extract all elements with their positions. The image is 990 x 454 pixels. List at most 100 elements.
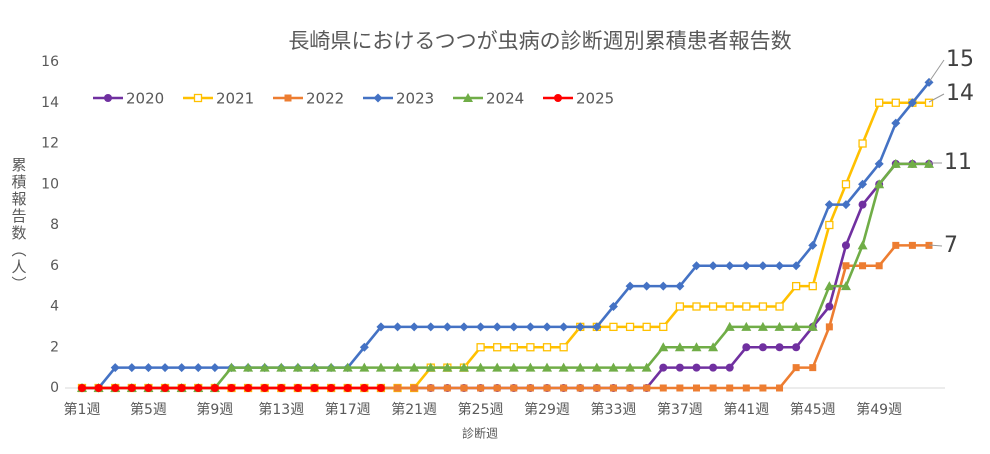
line bbox=[82, 162, 929, 390]
x-tick-label: 第49週 bbox=[856, 401, 902, 418]
point bbox=[78, 384, 86, 392]
point bbox=[875, 98, 884, 107]
point bbox=[177, 384, 186, 392]
legend-label: 2023 bbox=[396, 90, 434, 108]
point bbox=[376, 384, 385, 392]
point bbox=[542, 322, 552, 332]
point bbox=[775, 343, 784, 352]
point bbox=[210, 363, 220, 373]
point bbox=[808, 281, 817, 291]
point bbox=[143, 363, 153, 373]
point bbox=[608, 362, 619, 372]
point bbox=[443, 384, 451, 392]
point bbox=[725, 363, 734, 372]
legend-label: 2021 bbox=[216, 90, 254, 108]
point bbox=[642, 322, 651, 332]
point bbox=[758, 302, 768, 311]
annotation-leader bbox=[928, 59, 945, 83]
legend-marker bbox=[193, 93, 203, 103]
point bbox=[708, 302, 718, 311]
chart-title: 長崎県におけるつつが虫病の診断週別累積患者報告数 bbox=[288, 29, 791, 53]
point bbox=[359, 342, 369, 352]
point bbox=[460, 384, 468, 392]
point bbox=[841, 180, 851, 189]
point bbox=[659, 322, 668, 332]
point bbox=[924, 98, 934, 107]
legend-marker bbox=[284, 94, 292, 102]
point bbox=[907, 158, 918, 168]
point bbox=[892, 241, 900, 249]
point bbox=[725, 261, 735, 271]
point bbox=[475, 362, 486, 372]
point bbox=[526, 343, 535, 352]
point bbox=[859, 262, 867, 270]
point bbox=[626, 384, 634, 392]
point bbox=[891, 118, 901, 128]
point bbox=[309, 362, 320, 372]
point bbox=[792, 343, 801, 352]
y-tick-label: 6 bbox=[50, 258, 59, 274]
series bbox=[77, 158, 934, 392]
y-tick-label: 0 bbox=[50, 380, 59, 396]
point bbox=[609, 384, 617, 392]
point bbox=[110, 363, 120, 373]
point bbox=[559, 343, 568, 352]
y-tick-label: 14 bbox=[41, 95, 59, 111]
point bbox=[510, 384, 518, 392]
point bbox=[376, 322, 386, 332]
point bbox=[426, 322, 436, 332]
point bbox=[842, 262, 850, 270]
legend-marker bbox=[554, 94, 562, 102]
point bbox=[791, 321, 802, 331]
x-tick-label: 第29週 bbox=[524, 401, 570, 418]
point bbox=[791, 261, 801, 271]
point bbox=[525, 322, 535, 332]
point bbox=[774, 321, 785, 331]
point bbox=[127, 363, 137, 373]
point bbox=[658, 281, 668, 291]
point bbox=[725, 302, 734, 311]
point bbox=[675, 302, 685, 311]
point bbox=[891, 98, 900, 107]
point bbox=[742, 384, 750, 392]
point bbox=[394, 384, 402, 392]
point bbox=[194, 384, 203, 392]
point bbox=[410, 384, 418, 392]
point bbox=[858, 200, 867, 209]
point bbox=[493, 343, 502, 352]
point bbox=[709, 363, 718, 372]
point bbox=[608, 302, 618, 311]
point bbox=[692, 302, 701, 311]
point bbox=[808, 240, 818, 250]
series bbox=[77, 98, 934, 393]
point bbox=[442, 362, 453, 372]
point bbox=[259, 362, 270, 372]
point bbox=[558, 362, 569, 372]
x-tick-label: 第5週 bbox=[130, 401, 167, 418]
point bbox=[809, 364, 817, 372]
point bbox=[658, 342, 669, 352]
point bbox=[177, 363, 187, 373]
point bbox=[375, 362, 386, 372]
annotation-leader bbox=[928, 244, 943, 247]
point bbox=[709, 384, 717, 392]
y-tick-label: 16 bbox=[41, 54, 59, 70]
point bbox=[292, 362, 303, 372]
line bbox=[82, 101, 929, 390]
point bbox=[509, 322, 519, 332]
point bbox=[674, 342, 685, 352]
legend-marker bbox=[373, 93, 383, 103]
point bbox=[641, 362, 652, 372]
point bbox=[676, 384, 684, 392]
point bbox=[841, 241, 850, 250]
point bbox=[857, 240, 868, 250]
point bbox=[890, 158, 901, 168]
annotation: 15 bbox=[946, 47, 974, 72]
point bbox=[260, 384, 269, 392]
point bbox=[708, 261, 718, 271]
point bbox=[226, 362, 237, 372]
point bbox=[675, 281, 685, 291]
point bbox=[575, 322, 585, 332]
point bbox=[310, 384, 319, 392]
